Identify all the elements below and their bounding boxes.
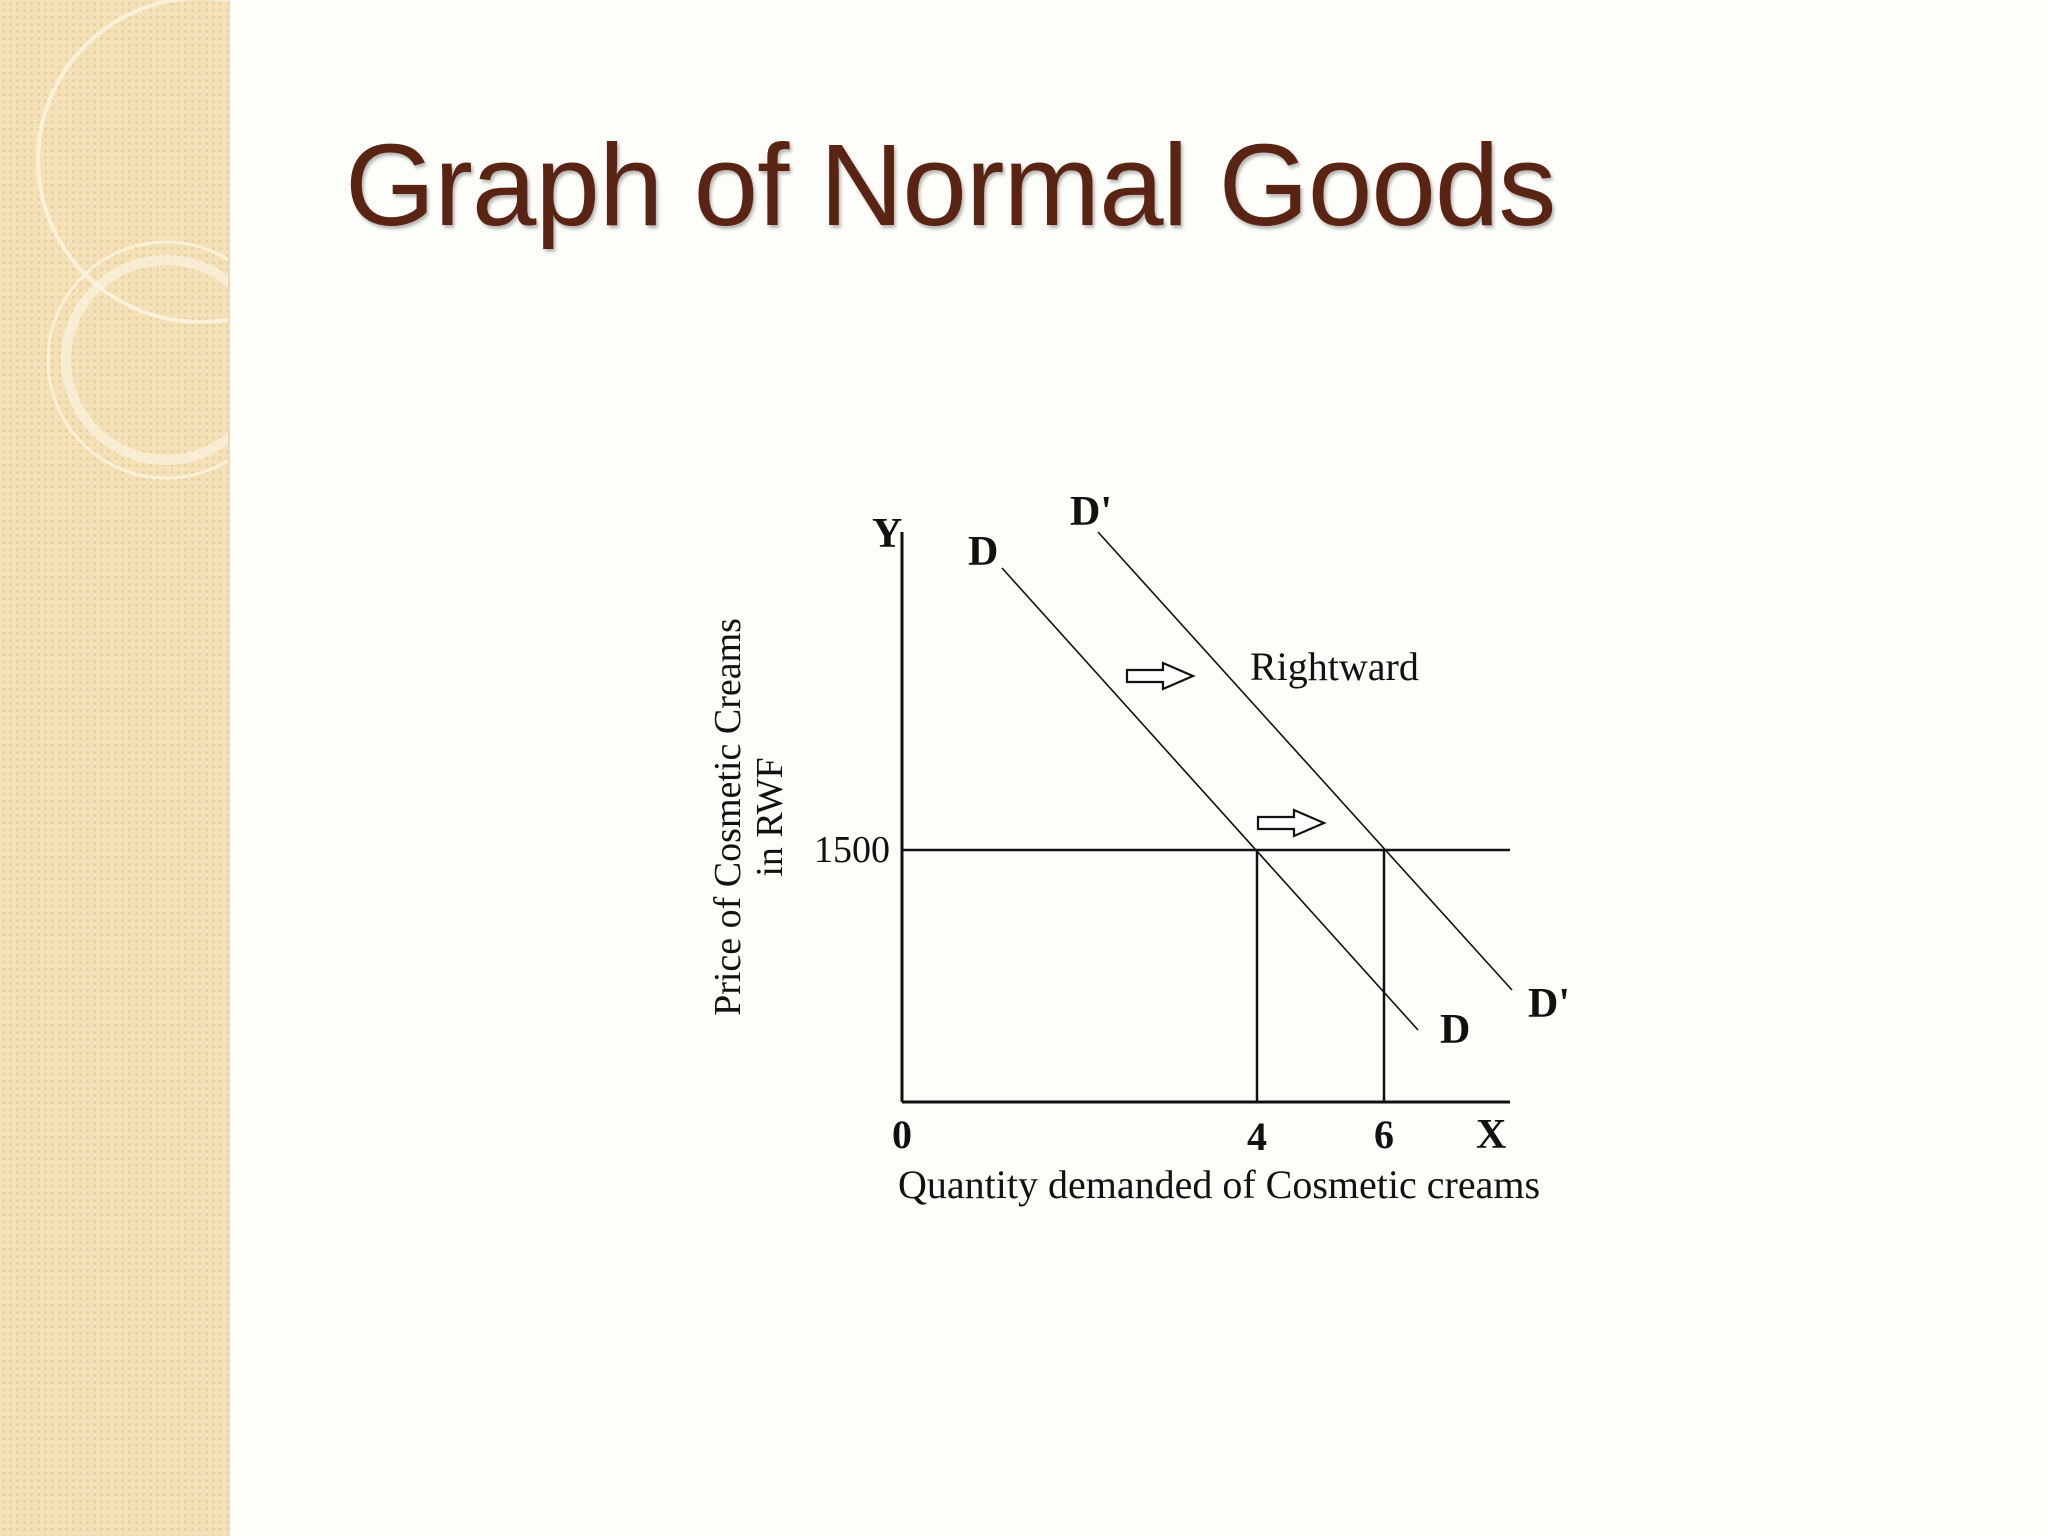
shift-arrow-icon	[1125, 661, 1196, 691]
origin-label: 0	[892, 1112, 912, 1157]
x-tick-label-4: 4	[1247, 1114, 1267, 1159]
price-tick-label: 1500	[814, 829, 890, 871]
y-axis-title-line2: in RWF	[749, 757, 791, 876]
curve-d-bottom-label: D	[1440, 1007, 1470, 1053]
y-axis-title-line1: Price of Cosmetic Creams	[707, 618, 749, 1016]
rightward-annotation: Rightward	[1250, 644, 1419, 689]
curve-d-prime-bottom-label: D'	[1528, 981, 1570, 1027]
demand-shift-diagram: Y X 0 1500 4 6 D D D' D' Rightward Price…	[707, 489, 1570, 1207]
curve-d-prime-top-label: D'	[1070, 489, 1112, 535]
shift-arrow-icon	[1256, 808, 1327, 838]
x-axis-letter: X	[1476, 1112, 1506, 1158]
demand-curve-d	[1001, 567, 1419, 1031]
curve-d-top-label: D	[968, 529, 998, 575]
slide-title: Graph of Normal Goods	[345, 120, 1556, 250]
y-axis-letter: Y	[872, 511, 902, 557]
x-axis-title: Quantity demanded of Cosmetic creams	[898, 1162, 1540, 1207]
decorative-circles	[36, 0, 228, 480]
decorative-sidebar	[0, 0, 230, 1536]
x-tick-label-6: 6	[1374, 1112, 1394, 1157]
demand-curve-d-prime	[1097, 531, 1513, 991]
